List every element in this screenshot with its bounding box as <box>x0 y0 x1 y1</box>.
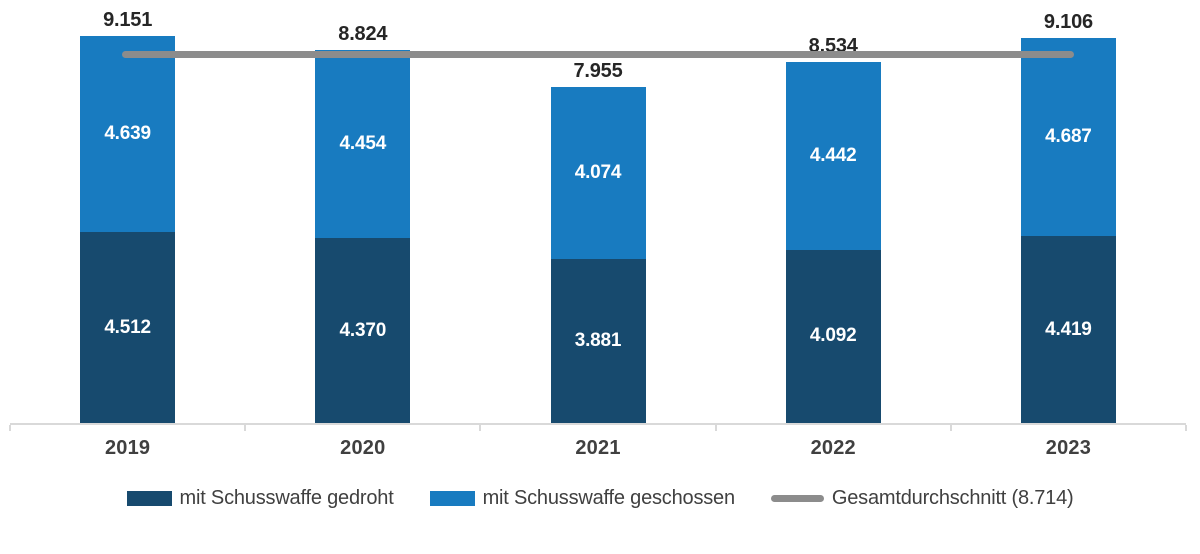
bar-group-2022: 8.534 4.442 4.092 <box>716 0 951 423</box>
total-label: 9.151 <box>103 8 153 31</box>
legend-item-gedroht: mit Schusswaffe gedroht <box>126 487 394 510</box>
segment-gedroht: 3.881 <box>550 258 646 423</box>
segment-value-label: 4.092 <box>809 325 857 347</box>
x-label-2022: 2022 <box>810 437 856 459</box>
total-label: 9.106 <box>1043 10 1093 33</box>
total-label: 8.824 <box>338 22 388 45</box>
segment-value-label: 4.687 <box>1045 125 1092 147</box>
bar-group-2020: 8.824 4.454 4.370 <box>245 0 480 423</box>
segment-geschossen: 4.639 <box>80 35 176 233</box>
axis-tick <box>244 425 247 431</box>
segment-gedroht: 4.419 <box>1020 236 1116 423</box>
x-label-2023: 2023 <box>1045 437 1092 459</box>
x-axis: 2019 2020 2021 2022 2023 <box>10 437 1186 460</box>
segment-value-label: 3.881 <box>574 329 622 351</box>
x-label-2019: 2019 <box>104 437 151 459</box>
x-label-2021: 2021 <box>575 437 621 459</box>
segment-geschossen: 4.074 <box>550 86 646 259</box>
axis-tick <box>714 425 717 431</box>
legend-swatch-average-line <box>770 495 824 502</box>
legend-swatch-geschossen <box>429 491 475 506</box>
legend-swatch-gedroht <box>126 491 172 506</box>
segment-gedroht: 4.370 <box>315 238 411 423</box>
segment-value-label: 4.442 <box>809 144 857 166</box>
average-line <box>121 50 1075 58</box>
bar-group-2023: 9.106 4.687 4.419 <box>951 0 1186 423</box>
legend-label-gedroht: mit Schusswaffe gedroht <box>179 487 394 509</box>
bar-group-2021: 7.955 4.074 3.881 <box>480 0 715 423</box>
axis-tick <box>949 425 952 431</box>
segment-geschossen: 4.442 <box>785 62 881 250</box>
legend-item-geschossen: mit Schusswaffe geschossen <box>429 487 736 510</box>
segment-value-label: 4.419 <box>1045 318 1092 340</box>
axis-tick <box>479 425 482 431</box>
legend: mit Schusswaffe gedroht mit Schusswaffe … <box>0 487 1200 510</box>
total-label: 7.955 <box>573 59 623 82</box>
legend-item-average: Gesamtdurchschnitt (8.714) <box>770 487 1074 510</box>
segment-value-label: 4.639 <box>104 123 151 145</box>
axis-tick <box>9 425 11 431</box>
segment-value-label: 4.454 <box>339 132 387 154</box>
bar-group-2019: 9.151 4.639 4.512 <box>10 0 245 423</box>
segment-value-label: 4.512 <box>104 316 151 338</box>
segment-value-label: 4.074 <box>574 161 622 183</box>
segment-value-label: 4.370 <box>339 319 387 341</box>
bars-row: 9.151 4.639 4.512 8.824 4.454 4.370 7.95… <box>10 0 1186 423</box>
legend-label-geschossen: mit Schusswaffe geschossen <box>482 487 736 509</box>
x-label-2020: 2020 <box>340 437 386 459</box>
segment-gedroht: 4.512 <box>80 232 176 423</box>
axis-tick <box>1185 425 1187 431</box>
segment-gedroht: 4.092 <box>785 249 881 423</box>
segment-geschossen: 4.687 <box>1020 37 1116 237</box>
legend-label-average: Gesamtdurchschnitt (8.714) <box>831 487 1074 509</box>
plot-area: 9.151 4.639 4.512 8.824 4.454 4.370 7.95… <box>9 0 1187 431</box>
segment-geschossen: 4.454 <box>315 49 411 239</box>
